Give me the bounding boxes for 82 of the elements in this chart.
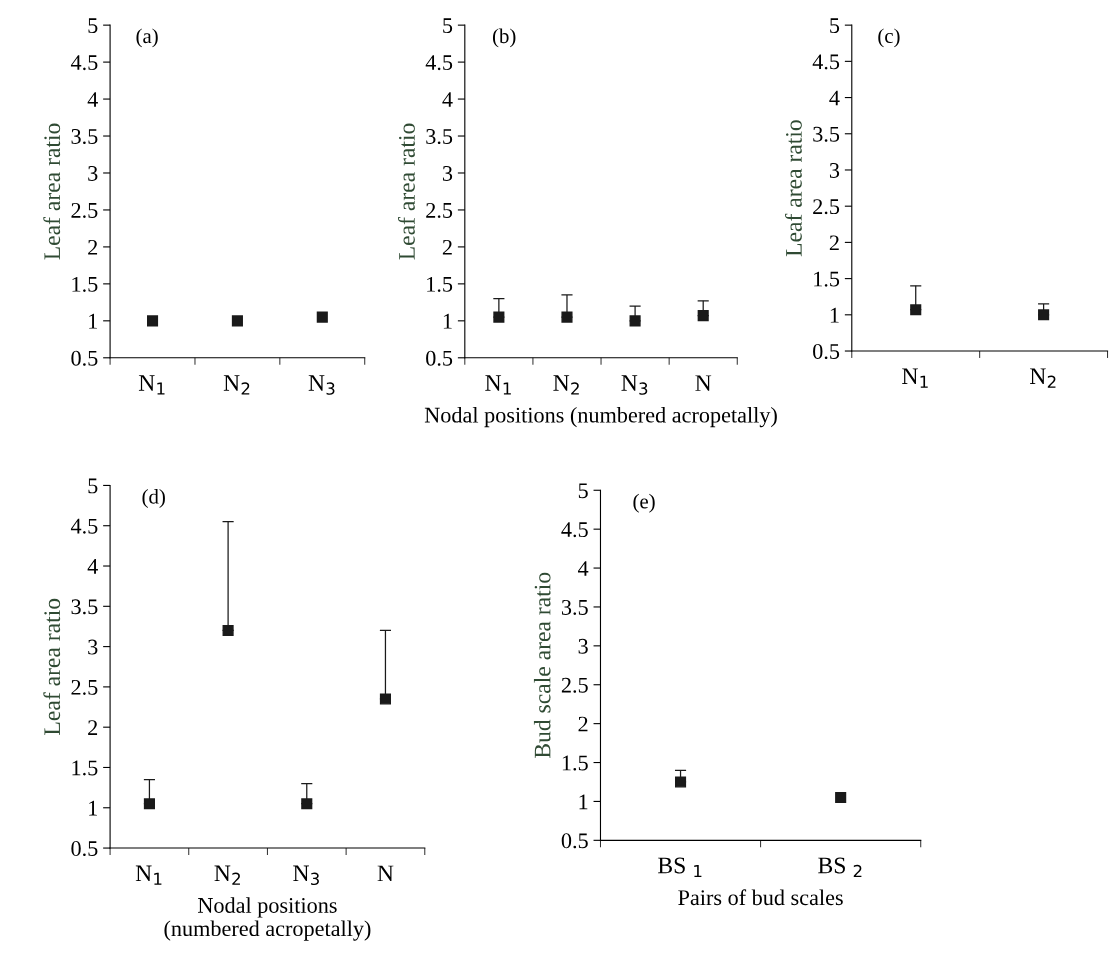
y-tick-label: 2.5 [813,199,840,215]
point [301,798,313,810]
point [222,624,234,637]
y-tick-label: 4 [829,90,840,106]
y-tick-label: 1 [579,794,588,810]
y-tick-label: 3.5 [813,126,840,142]
y-tick-label: 2.5 [561,677,588,693]
y-tick-label: 2.5 [71,202,98,218]
chart-title: (d) [142,489,165,508]
y-tick-label: 1.5 [72,760,98,776]
y-tick-label: 3 [88,165,98,181]
chart-title: (a) [136,28,158,48]
y-axis-title: Bud scale area ratio [533,572,551,759]
x-tick-label: N$_{3}$ [308,375,335,395]
y-tick-label: 4 [442,92,453,107]
y-tick-label: 3 [829,162,840,178]
y-tick-label: 4.5 [561,522,588,538]
x-tick-label: N$_{1}$ [902,368,928,388]
x-tick-label: N$_{2}$ [1030,368,1056,388]
y-tick-label: 0.5 [71,350,98,366]
y-tick-label: 2 [578,716,588,732]
y-axis-title: Leaf area ratio [785,120,802,257]
x-tick-label: N [377,865,394,882]
y-tick-label: 4.5 [425,55,453,71]
y-tick-label: 1.5 [562,755,588,771]
y-tick-label: 4.5 [70,518,98,534]
x-axis-title: Pairs of bud scales [678,889,843,906]
y-tick-label: 1.5 [814,271,840,287]
y-tick-label: 3 [442,165,453,181]
y-tick-label: 0.5 [561,833,588,849]
chart-title: (e) [633,493,655,513]
x-tick-label: N$_{2}$ [553,375,579,395]
y-tick-label: 1 [89,313,97,329]
y-tick-label: 2.5 [71,679,98,695]
y-axis-title: Leaf area ratio [43,598,61,735]
y-tick-label: 0.5 [813,343,840,360]
y-tick-label: 1 [89,800,97,816]
y-tick-label: 4 [87,92,98,107]
y-tick-label: 4 [578,561,589,576]
y-tick-label: 3.5 [426,129,453,145]
y-tick-label: 3.5 [71,129,98,145]
y-axis-title: Leaf area ratio [43,123,61,260]
y-tick-label: 3 [88,639,98,655]
y-tick-label: 3.5 [561,599,588,615]
y-tick-label: 1 [830,307,839,323]
x-tick-label: N$_{2}$ [214,865,240,885]
x-axis-title: Nodal positions (numbered acropetally) [164,897,371,941]
y-tick-label: 1 [443,313,452,329]
y-tick-label: 0.5 [426,350,453,366]
y-tick-label: 5 [88,478,98,494]
y-tick-label: 2 [88,720,98,735]
y-tick-label: 2 [442,239,452,255]
x-tick-label: N$_{1}$ [138,375,165,395]
y-tick-label: 2 [88,239,98,255]
x-tick-label: N$_{1}$ [135,865,162,885]
chart-title: (b) [492,28,516,48]
x-tick-label: N$_{3}$ [621,375,648,395]
y-tick-label: 4.5 [70,55,98,71]
x-tick-label: N$_{3}$ [293,865,319,886]
x-tick-label: BS $_{2}$ [818,857,862,878]
y-tick-label: 4.5 [812,54,840,70]
y-tick-label: 5 [443,18,453,34]
y-tick-label: 5 [578,483,588,499]
y-tick-label: 1.5 [72,276,98,292]
y-tick-label: 1.5 [427,276,453,292]
x-tick-label: N [695,375,712,391]
y-tick-label: 0.5 [71,840,98,857]
chart-title: (c) [878,28,900,48]
y-tick-label: 3.5 [71,599,98,615]
y-tick-label: 2.5 [426,202,453,218]
x-tick-label: N$_{1}$ [485,375,511,395]
y-tick-label: 3 [578,638,588,654]
y-tick-label: 5 [88,18,98,34]
y-tick-label: 4 [87,559,98,574]
y-tick-label: 2 [829,235,839,251]
y-axis-title: Leaf area ratio [398,123,415,260]
x-tick-label: N$_{2}$ [223,375,250,395]
x-tick-label: BS $_{1}$ [658,857,702,878]
y-tick-label: 5 [830,18,840,34]
point [143,798,155,810]
point [379,693,392,705]
x-axis-title: Nodal positions (numbered acropetally) [424,406,777,428]
